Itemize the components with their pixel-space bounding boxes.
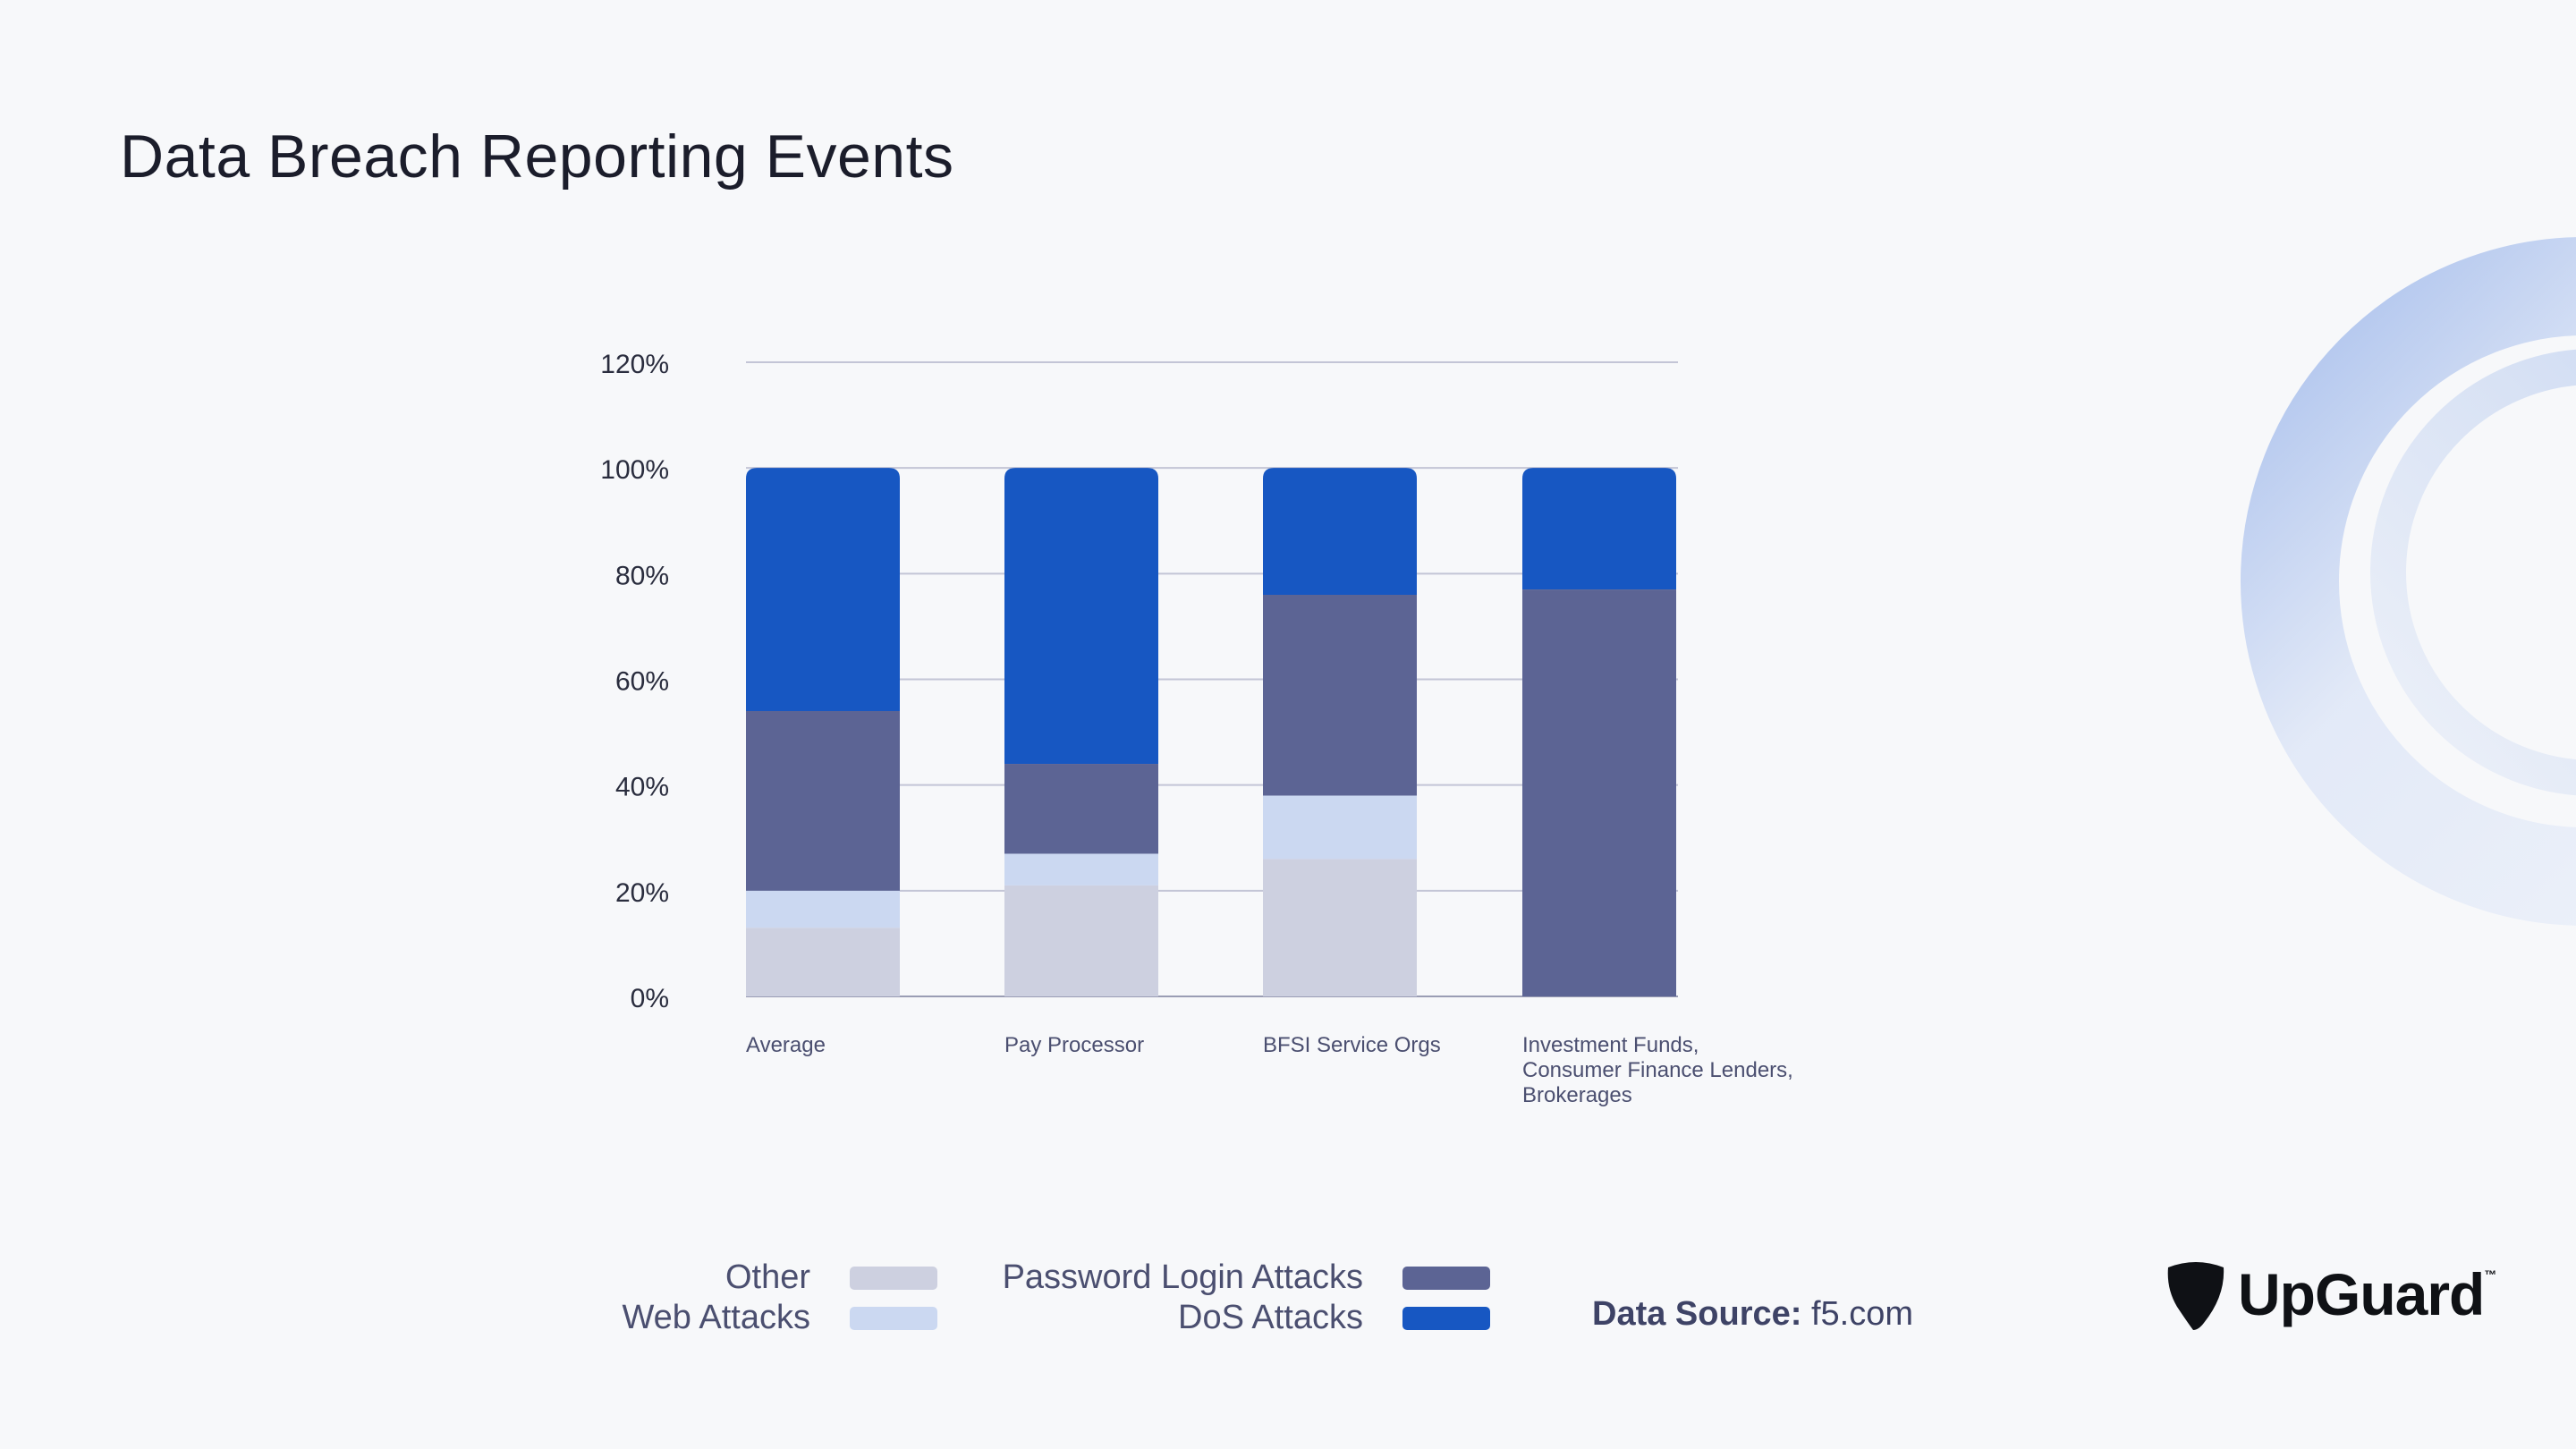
data-source-value: f5.com	[1810, 1295, 1914, 1333]
bar-segment-other	[1263, 859, 1417, 996]
y-tick-label: 120%	[600, 350, 669, 379]
x-category-label: Investment Funds, Consumer Finance Lender…	[1522, 1033, 1793, 1107]
y-tick-label: 80%	[615, 561, 669, 590]
bar-segment-web-attacks	[746, 890, 900, 928]
y-tick-label: 60%	[615, 667, 669, 697]
x-category-label: Pay Processor	[1004, 1033, 1144, 1057]
bar-stack	[1522, 468, 1676, 996]
legend-label-other: Other	[724, 1258, 810, 1297]
bar-segment-password-login-attacks	[1522, 589, 1676, 996]
legend-item-dos-attacks: DoS Attacks	[966, 1297, 1503, 1337]
bar-segment-password-login-attacks	[1004, 764, 1158, 854]
bar-stack	[746, 468, 900, 996]
bar-stack	[1004, 468, 1158, 996]
bar-segment-other	[1004, 885, 1158, 996]
logo-trademark: ™	[2484, 1267, 2496, 1282]
data-source: Data Source: f5.com	[1592, 1295, 1913, 1334]
bar-segment-dos-attacks	[1522, 468, 1676, 590]
legend-swatch-password-login-attacks	[1402, 1266, 1490, 1290]
legend-item-web-attacks: Web Attacks	[564, 1297, 939, 1337]
legend-item-password-login-attacks: Password Login Attacks	[966, 1257, 1503, 1297]
bar-segment-password-login-attacks	[746, 710, 900, 891]
bar-stack	[1263, 468, 1417, 996]
y-tick-label: 100%	[600, 455, 669, 485]
decorative-ring-graphic	[2241, 237, 2576, 926]
y-tick-label: 40%	[615, 773, 669, 802]
x-category-label: BFSI Service Orgs	[1263, 1033, 1441, 1057]
bar-segment-dos-attacks	[1004, 468, 1158, 765]
legend-swatch-dos-attacks	[1402, 1306, 1490, 1330]
legend-swatch-web-attacks	[850, 1306, 937, 1330]
bar-segment-other	[746, 928, 900, 996]
legend-label-password-login-attacks: Password Login Attacks	[1002, 1258, 1363, 1297]
y-tick-label: 0%	[631, 984, 669, 1013]
data-source-label: Data Source:	[1592, 1295, 1802, 1333]
legend-label-dos-attacks: DoS Attacks	[1178, 1299, 1363, 1337]
logo-wordmark: UpGuard™	[2238, 1260, 2496, 1328]
bar-segment-dos-attacks	[1263, 468, 1417, 595]
legend-left-column: Other Web Attacks	[564, 1257, 939, 1337]
legend-swatch-other	[850, 1266, 937, 1290]
legend-label-web-attacks: Web Attacks	[622, 1299, 810, 1337]
chart-title: Data Breach Reporting Events	[120, 123, 954, 191]
upguard-shield-icon	[2167, 1262, 2224, 1330]
bar-segment-password-login-attacks	[1263, 594, 1417, 796]
logo-text: UpGuard	[2238, 1261, 2485, 1327]
bar-segment-web-attacks	[1004, 853, 1158, 886]
x-category-label: Average	[746, 1033, 826, 1057]
legend-right-column: Password Login Attacks DoS Attacks	[966, 1257, 1503, 1337]
bar-segment-web-attacks	[1263, 795, 1417, 860]
legend-item-other: Other	[564, 1257, 939, 1297]
bar-segment-dos-attacks	[746, 468, 900, 711]
y-tick-label: 20%	[615, 878, 669, 908]
